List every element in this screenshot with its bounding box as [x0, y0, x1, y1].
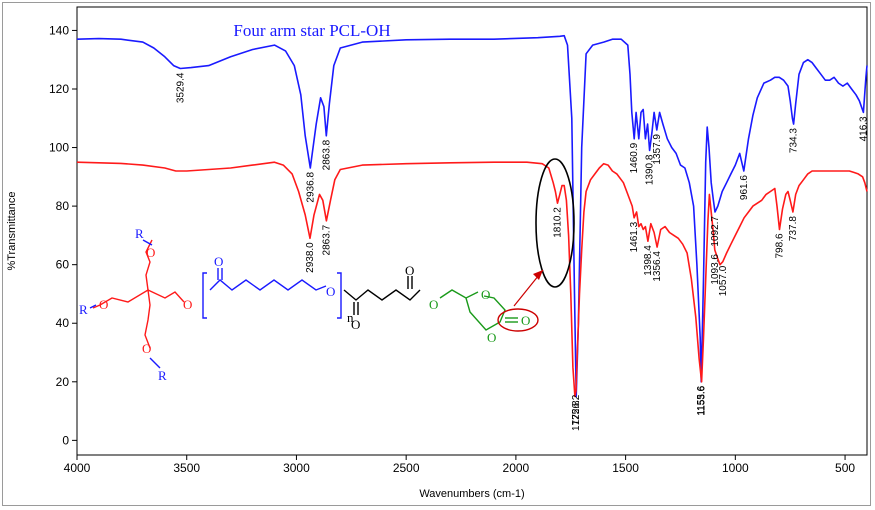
- peak-label: 1460.9: [629, 142, 640, 173]
- svg-text:O: O: [142, 341, 151, 356]
- x-tick-label: 3500: [173, 461, 200, 475]
- peak-labels: 3529.4 2936.8 2863.8 1725.8 1460.9 1390.81357…: [175, 72, 869, 431]
- peak-label: 1155.6: [696, 385, 707, 415]
- peak-label: 2863.7: [321, 224, 332, 255]
- svg-text:O: O: [405, 263, 414, 278]
- svg-text:O: O: [481, 287, 490, 302]
- x-axis-label: Wavenumbers (cm-1): [419, 488, 524, 500]
- chart-title: Four arm star PCL-OH: [233, 21, 390, 40]
- svg-text:O: O: [183, 297, 192, 312]
- series-line-0: [76, 34, 868, 398]
- r-groups: R R R: [79, 226, 167, 383]
- peak-label: 1725.8: [571, 400, 582, 431]
- y-tick-label: 20: [56, 375, 70, 389]
- peak-label: 416.3: [858, 116, 869, 141]
- peak-label: 961.6: [739, 175, 750, 200]
- carbonate-atoms: O O O O: [429, 287, 530, 345]
- x-tick-label: 1000: [722, 461, 749, 475]
- carbonate-highlight-ellipse: [497, 308, 539, 332]
- r-bonds: [89, 239, 161, 369]
- peak-label: 734.3: [789, 128, 800, 153]
- peak-label: 2863.8: [321, 139, 332, 170]
- core-bonds: [92, 239, 185, 349]
- repeat-unit-n: n: [347, 310, 354, 325]
- plot-area: [76, 6, 868, 456]
- pcl-bonds: [202, 268, 342, 319]
- x-tick-label: 2500: [393, 461, 420, 475]
- x-tick-label: 2000: [503, 461, 530, 475]
- y-tick-label: 0: [62, 433, 69, 447]
- svg-text:O: O: [351, 317, 360, 332]
- carbonate-bonds: [439, 289, 518, 331]
- x-axis-ticks: 4000 3500 3000 2500 2000 1500 1000 500: [64, 455, 855, 475]
- peak-label: 1057.0: [718, 265, 729, 296]
- svg-text:O: O: [429, 297, 438, 312]
- x-tick-label: 4000: [64, 461, 91, 475]
- r-top-label: R: [135, 226, 144, 241]
- x-tick-label: 500: [835, 461, 855, 475]
- y-tick-label: 100: [49, 141, 69, 155]
- series-line-1: [76, 161, 868, 398]
- svg-text:O: O: [99, 297, 108, 312]
- spectra-series: [76, 34, 868, 398]
- linker-atoms: O O: [351, 263, 414, 332]
- peak-label: 1153.6: [697, 385, 708, 415]
- chemical-structure: O O O O R R R O O n: [79, 226, 539, 383]
- svg-text:O: O: [326, 284, 335, 299]
- y-tick-label: 120: [49, 82, 69, 96]
- y-axis-label: %Transmittance: [6, 191, 18, 270]
- y-tick-label: 80: [56, 199, 70, 213]
- peak-label: 1356.4: [652, 251, 663, 282]
- peak-label: 1726.2: [571, 394, 582, 425]
- svg-text:O: O: [146, 245, 155, 260]
- y-tick-label: 60: [56, 258, 70, 272]
- peak-label: 2936.8: [305, 172, 316, 203]
- y-axis-ticks: 0 20 40 60 80 100 120 140: [49, 23, 77, 447]
- peak-label: 798.6: [775, 233, 786, 258]
- peak-label: 1390.8: [645, 154, 656, 185]
- annotation-arrowhead: [533, 270, 543, 280]
- core-atoms: O O O O: [99, 245, 192, 356]
- peak-label: 3529.4: [175, 72, 186, 103]
- r-left-label: R: [79, 302, 88, 317]
- svg-text:O: O: [214, 254, 223, 269]
- x-tick-label: 3000: [283, 461, 310, 475]
- peak-label: 1357.9: [652, 134, 663, 165]
- linker-bonds: [343, 276, 421, 315]
- svg-text:O: O: [521, 313, 530, 328]
- peak-label: 1093.6: [710, 254, 721, 285]
- peak-label: 1398.4: [643, 245, 654, 276]
- peak-label: 1092.7: [710, 216, 721, 247]
- pcl-atoms: O O: [214, 254, 335, 299]
- y-tick-label: 40: [56, 316, 70, 330]
- y-tick-label: 140: [49, 23, 69, 37]
- peak-label: 737.8: [788, 216, 799, 241]
- x-tick-label: 1500: [612, 461, 639, 475]
- peak-label: 2938.0: [305, 242, 316, 273]
- peak-highlight-ellipse: [535, 158, 575, 288]
- svg-text:O: O: [487, 330, 496, 345]
- peak-label: 1461.3: [629, 221, 640, 252]
- r-bottom-label: R: [158, 368, 167, 383]
- peak-label: 1810.2: [552, 207, 563, 238]
